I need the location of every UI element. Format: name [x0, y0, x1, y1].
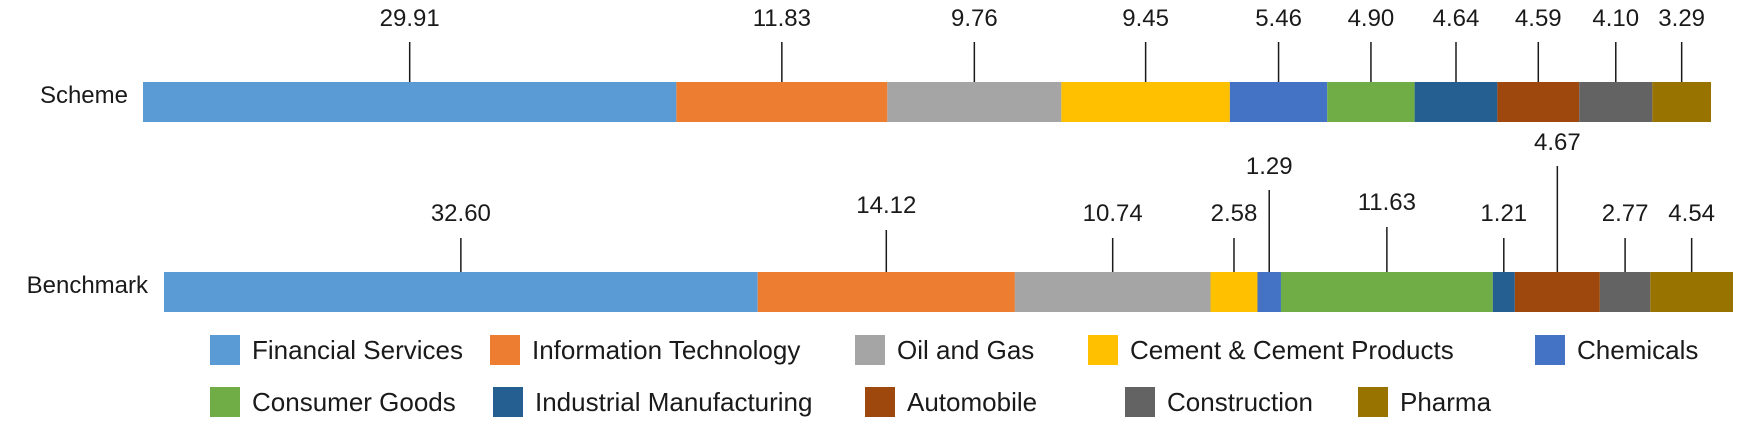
legend-label: Cement & Cement Products — [1130, 334, 1454, 365]
leader-lines-layer — [408, 42, 1693, 272]
legend-swatch — [1535, 335, 1565, 365]
data-label: 2.58 — [1211, 200, 1258, 227]
bar-segment — [1014, 272, 1211, 312]
bar-segment — [1650, 272, 1733, 312]
data-label: 9.76 — [951, 5, 998, 32]
bar-segment — [1492, 272, 1515, 312]
legend-swatch — [210, 387, 240, 417]
data-label: 4.54 — [1668, 200, 1715, 227]
legend-swatch — [1088, 335, 1118, 365]
legend-swatch — [865, 387, 895, 417]
data-label: 14.12 — [856, 192, 916, 219]
legend-row: Consumer Goods Industrial Manufacturing Au… — [210, 382, 1710, 434]
legend-item: Industrial Manufacturing — [493, 382, 812, 422]
data-label: 9.45 — [1122, 5, 1169, 32]
legend-label: Pharma — [1400, 386, 1492, 417]
category-labels-layer: Scheme Benchmark — [27, 82, 149, 299]
data-label: 11.83 — [753, 5, 811, 32]
bar-segment — [143, 82, 677, 122]
legend-item: Financial Services — [210, 330, 463, 370]
bar-segment — [1229, 82, 1328, 122]
legend-item: Construction — [1125, 382, 1313, 422]
bar-segment — [1514, 272, 1600, 312]
legend-item: Information Technology — [490, 330, 800, 370]
data-label: 29.91 — [380, 5, 440, 32]
category-label: Benchmark — [27, 272, 149, 299]
legend-label: Industrial Manufacturing — [535, 386, 813, 417]
bar-segment — [1652, 82, 1711, 122]
data-label: 2.77 — [1602, 200, 1649, 227]
data-label: 1.21 — [1480, 200, 1527, 227]
bar-segment — [164, 272, 758, 312]
legend-item: Consumer Goods — [210, 382, 456, 422]
legend-item: Oil and Gas — [855, 330, 1034, 370]
legend-swatch — [1125, 387, 1155, 417]
legend-item: Pharma — [1358, 382, 1491, 422]
data-label: 4.90 — [1348, 5, 1395, 32]
bar-segment — [1599, 272, 1651, 312]
legend-label: Oil and Gas — [897, 334, 1035, 365]
legend-label: Construction — [1167, 386, 1313, 417]
bars-layer — [143, 82, 1733, 312]
legend-row: Financial Services Information Technology… — [210, 330, 1710, 382]
bar-segment — [1061, 82, 1230, 122]
category-label: Scheme — [40, 82, 128, 109]
bar-segment — [676, 82, 888, 122]
legend-label: Financial Services — [252, 334, 463, 365]
data-label: 4.59 — [1515, 5, 1562, 32]
data-label: 1.29 — [1246, 153, 1293, 180]
bar-segment — [1414, 82, 1498, 122]
legend-swatch — [210, 335, 240, 365]
legend-label: Automobile — [907, 386, 1038, 417]
data-label: 4.64 — [1433, 5, 1480, 32]
legend-swatch — [1358, 387, 1388, 417]
legend-item: Cement & Cement Products — [1088, 330, 1454, 370]
legend-item: Chemicals — [1535, 330, 1698, 370]
data-label: 3.29 — [1658, 5, 1705, 32]
data-labels-layer: 29.91 11.83 9.76 9.45 5.46 4.90 4.64 4.59 4.10 3.… — [380, 5, 1715, 227]
data-label: 32.60 — [431, 200, 491, 227]
legend-swatch — [855, 335, 885, 365]
legend-swatch — [490, 335, 520, 365]
bar-segment — [1497, 82, 1580, 122]
legend-label: Consumer Goods — [252, 386, 456, 417]
legend-item: Automobile — [865, 382, 1037, 422]
bar-segment — [1280, 272, 1493, 312]
bar-segment — [1210, 272, 1258, 312]
legend: Financial Services Information Technology… — [210, 330, 1710, 434]
legend-label: Information Technology — [532, 334, 801, 365]
data-label: 11.63 — [1358, 189, 1416, 216]
bar-segment — [1327, 82, 1415, 122]
data-label: 4.67 — [1534, 129, 1581, 156]
data-label: 4.10 — [1592, 5, 1639, 32]
bar-segment — [887, 82, 1062, 122]
legend-swatch — [493, 387, 523, 417]
bar-segment — [1579, 82, 1653, 122]
bar-segment — [757, 272, 1015, 312]
data-label: 10.74 — [1083, 200, 1143, 227]
bar-segment — [1257, 272, 1281, 312]
data-label: 5.46 — [1255, 5, 1302, 32]
legend-label: Chemicals — [1577, 334, 1699, 365]
